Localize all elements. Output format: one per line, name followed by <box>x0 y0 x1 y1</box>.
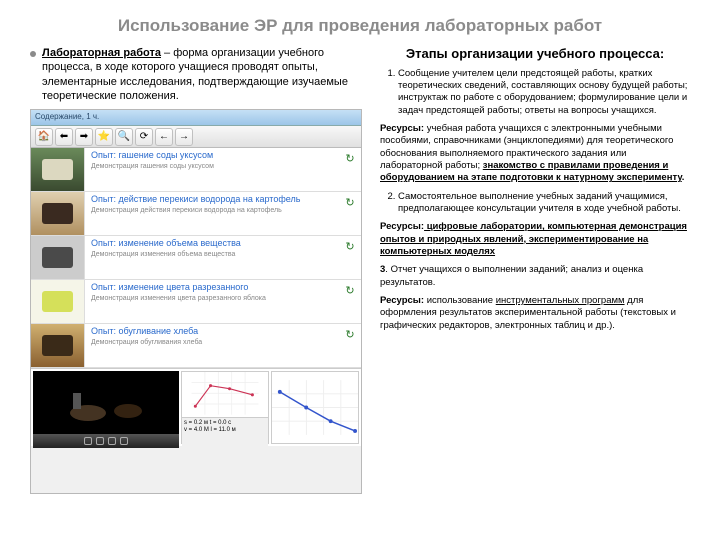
refresh-icon[interactable]: ↻ <box>339 148 361 191</box>
video-panel <box>33 371 179 448</box>
refresh-icon[interactable]: ↻ <box>339 236 361 279</box>
definition-term: Лабораторная работа <box>42 47 161 59</box>
experiment-text: Опыт: обугливание хлеба Демонстрация обуг… <box>85 324 339 367</box>
experiment-text: Опыт: действие перекиси водорода на карт… <box>85 192 339 235</box>
toolbar-button[interactable]: 🏠 <box>35 128 53 146</box>
experiment-text: Опыт: изменение цвета разрезанного Демонс… <box>85 280 339 323</box>
experiment-subtitle: Демонстрация гашения соды уксусом <box>91 163 335 171</box>
stage-2: Самостоятельное выполнение учебных задан… <box>398 191 690 216</box>
toolbar-button[interactable]: ⟳ <box>135 128 153 146</box>
resources-3: Ресурсы: использование инструментальных … <box>380 295 690 332</box>
experiment-thumbnail <box>31 236 85 279</box>
res2-underline: цифровые лаборатории, компьютерная демон… <box>380 221 687 257</box>
experiment-row[interactable]: Опыт: обугливание хлеба Демонстрация обуг… <box>31 324 361 368</box>
experiment-subtitle: Демонстрация изменения объема вещества <box>91 251 335 259</box>
experiment-thumbnail <box>31 280 85 323</box>
experiment-title: Опыт: изменение объема вещества <box>91 239 335 249</box>
refresh-icon[interactable]: ↻ <box>339 280 361 323</box>
experiment-subtitle: Демонстрация обугливания хлеба <box>91 339 335 347</box>
right-heading: Этапы организации учебного процесса: <box>380 46 690 62</box>
stages-list-2: Самостоятельное выполнение учебных задан… <box>380 191 690 216</box>
ss-titlebar: Содержание, 1 ч. <box>31 110 361 126</box>
experiment-row[interactable]: Опыт: гашение соды уксусом Демонстрация г… <box>31 148 361 192</box>
res3-body1: использование <box>424 295 496 306</box>
refresh-icon[interactable]: ↻ <box>339 192 361 235</box>
experiment-title: Опыт: изменение цвета разрезанного <box>91 283 335 293</box>
video-controls[interactable] <box>33 434 179 448</box>
embedded-screenshot: Содержание, 1 ч. 🏠⬅➡⭐🔍⟳←→ Опыт: гашение … <box>30 109 362 494</box>
stage3-body: . Отчет учащихся о выполнении заданий; а… <box>380 264 643 287</box>
experiment-subtitle: Демонстрация изменения цвета разрезанног… <box>91 295 335 303</box>
res3-label: Ресурсы: <box>380 295 424 306</box>
left-column: Лабораторная работа – форма организации … <box>30 46 362 494</box>
resources-2: Ресурсы: цифровые лаборатории, компьютер… <box>380 221 690 258</box>
definition-text: Лабораторная работа – форма организации … <box>42 46 362 103</box>
experiment-thumbnail <box>31 324 85 367</box>
graph-footer: s = 0.2 м t = 0.0 сv = 4.0 М l = 11.0 м <box>182 417 268 455</box>
columns: Лабораторная работа – форма организации … <box>30 46 690 494</box>
slide: Использование ЭР для проведения лаборато… <box>0 0 720 540</box>
right-column: Этапы организации учебного процесса: Соо… <box>380 46 690 494</box>
experiment-row[interactable]: Опыт: изменение объема вещества Демонстра… <box>31 236 361 280</box>
experiment-text: Опыт: гашение соды уксусом Демонстрация г… <box>85 148 339 191</box>
res3-underline: инструментальных программ <box>496 295 625 306</box>
experiment-text: Опыт: изменение объема вещества Демонстра… <box>85 236 339 279</box>
experiment-title: Опыт: обугливание хлеба <box>91 327 335 337</box>
toolbar-button[interactable]: ➡ <box>75 128 93 146</box>
experiment-thumbnail <box>31 148 85 191</box>
ss-toolbar: 🏠⬅➡⭐🔍⟳←→ <box>31 126 361 148</box>
experiment-title: Опыт: действие перекиси водорода на карт… <box>91 195 335 205</box>
graph-2 <box>271 371 359 444</box>
res2-label: Ресурсы: <box>380 221 424 232</box>
experiment-subtitle: Демонстрация действия перекиси водорода … <box>91 207 335 215</box>
experiment-thumbnail <box>31 192 85 235</box>
toolbar-button[interactable]: ⬅ <box>55 128 73 146</box>
bullet-icon <box>30 51 36 57</box>
ss-body: Опыт: гашение соды уксусом Демонстрация г… <box>31 148 361 368</box>
stage-1: Сообщение учителем цели предстоящей рабо… <box>398 68 690 117</box>
refresh-icon[interactable]: ↻ <box>339 324 361 367</box>
toolbar-button[interactable]: ⭐ <box>95 128 113 146</box>
graph-1: s = 0.2 м t = 0.0 сv = 4.0 М l = 11.0 м <box>181 371 269 444</box>
stages-list: Сообщение учителем цели предстоящей рабо… <box>380 68 690 117</box>
toolbar-button[interactable]: → <box>175 128 193 146</box>
slide-title: Использование ЭР для проведения лаборато… <box>30 16 690 36</box>
resources-1: Ресурсы: учебная работа учащихся с элект… <box>380 123 690 185</box>
experiment-title: Опыт: гашение соды уксусом <box>91 151 335 161</box>
toolbar-button[interactable]: ← <box>155 128 173 146</box>
toolbar-button[interactable]: 🔍 <box>115 128 133 146</box>
definition-paragraph: Лабораторная работа – форма организации … <box>30 46 362 103</box>
experiment-row[interactable]: Опыт: изменение цвета разрезанного Демонс… <box>31 280 361 324</box>
stage-3: 3. Отчет учащихся о выполнении заданий; … <box>380 264 690 289</box>
ss-bottom: s = 0.2 м t = 0.0 сv = 4.0 М l = 11.0 м <box>31 368 361 446</box>
experiment-row[interactable]: Опыт: действие перекиси водорода на карт… <box>31 192 361 236</box>
res1-label: Ресурсы: <box>380 123 424 134</box>
graphs: s = 0.2 м t = 0.0 сv = 4.0 М l = 11.0 м <box>181 369 361 446</box>
